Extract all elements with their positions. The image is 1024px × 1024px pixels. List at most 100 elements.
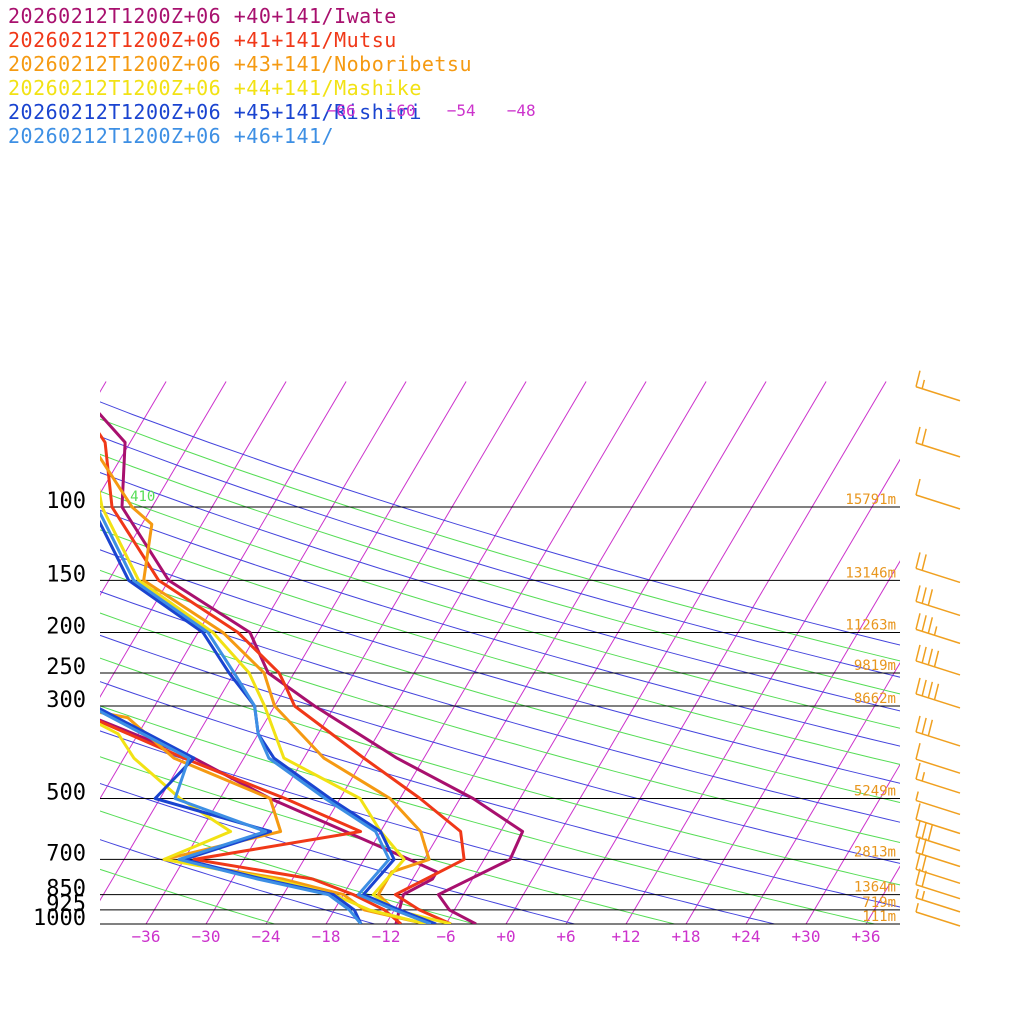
- wind-barb: [915, 791, 961, 816]
- temperature-line: [100, 487, 452, 924]
- isotherm-line: [505, 381, 827, 924]
- legend: 20260212T1200Z+06 +40+141/Iwate 20260212T…: [8, 4, 472, 148]
- temperature-line: [100, 432, 466, 924]
- legend-entry: 20260212T1200Z+06 +40+141/Iwate: [8, 4, 397, 28]
- isotherm-label: −54: [447, 101, 476, 120]
- legend-entry: 20260212T1200Z+06 +41+141/Mutsu: [8, 28, 397, 52]
- dry-adiabat-line: [100, 756, 677, 924]
- isotherm-line: [745, 661, 900, 924]
- dry-adiabat-line: [100, 839, 377, 924]
- isotherm-line: [205, 381, 527, 924]
- temperature-tick-label: +18: [672, 927, 701, 946]
- wind-barb: [915, 903, 961, 927]
- wind-barb: [915, 585, 961, 617]
- height-label: 8662m: [854, 691, 896, 707]
- pressure-label: 200: [46, 615, 86, 640]
- pressure-label: 250: [46, 655, 86, 680]
- temperature-line: [100, 509, 432, 924]
- pressure-label: 100: [46, 489, 86, 514]
- height-label: 1364m: [854, 880, 896, 896]
- isotherm-line: [100, 381, 167, 495]
- isotherm-line: [0, 381, 46, 924]
- wind-barb: [915, 836, 961, 868]
- isotherm-line: [805, 763, 900, 924]
- height-label: 111m: [862, 909, 896, 925]
- wind-barb: [915, 803, 961, 835]
- isotherm-label: −66: [327, 101, 356, 120]
- dry-adiabat-line: [100, 529, 900, 765]
- temperature-tick-label: +30: [792, 927, 821, 946]
- wind-barb: [915, 370, 961, 402]
- dry-adiabat-line: [100, 634, 900, 864]
- dry-adiabat-line: [100, 681, 900, 908]
- dry-adiabat-line: [100, 509, 900, 747]
- isotherm-line: [565, 381, 887, 924]
- grid: [0, 381, 900, 924]
- dewpoint-line: [100, 722, 427, 924]
- dry-adiabat-line: [100, 453, 900, 695]
- dry-adiabat-line: [100, 868, 277, 924]
- dry-adiabat-line: [100, 490, 900, 729]
- height-label: 9819m: [854, 658, 896, 674]
- temperature-tick-label: −12: [372, 927, 401, 946]
- wind-barb: [915, 677, 961, 709]
- wind-barb: [915, 426, 961, 458]
- dry-adiabat-line: [100, 435, 900, 678]
- wind-barb: [915, 613, 961, 645]
- dry-adiabat-line: [100, 810, 477, 924]
- wind-barbs: [915, 370, 961, 927]
- pressure-label: 500: [46, 780, 86, 805]
- wind-barb: [915, 742, 961, 774]
- isotherm-line: [100, 381, 227, 597]
- legend-entry: 20260212T1200Z+06 +44+141/Mashike: [8, 76, 422, 100]
- temperature-tick-label: +12: [612, 927, 641, 946]
- dry-adiabat-line: [100, 590, 900, 823]
- dewpoint-line: [100, 719, 402, 924]
- isotherm-label: −60: [387, 101, 416, 120]
- legend-entry: 20260212T1200Z+06 +43+141/Noboribetsu: [8, 52, 473, 76]
- wind-barb: [915, 478, 961, 510]
- isotherm-label: −48: [507, 101, 536, 120]
- isotherm-line: [625, 458, 900, 924]
- temperature-tick-label: +0: [496, 927, 515, 946]
- pressure-label: 150: [46, 562, 86, 587]
- isotherm-line: [100, 381, 407, 902]
- dry-adiabat-line: [100, 730, 777, 924]
- wind-barb: [915, 644, 961, 676]
- isotherm-line: [100, 381, 287, 698]
- height-label: 719m: [862, 895, 896, 911]
- isotherm-line: [685, 560, 900, 924]
- temperature-tick-label: −6: [436, 927, 455, 946]
- pressure-label: 925: [46, 892, 86, 917]
- axis-labels: 100 15791m 150 13146m 200 11263m 250 9819m 300 86…: [33, 101, 896, 946]
- temperature-tick-label: +24: [732, 927, 761, 946]
- temperature-tick-label: +36: [852, 927, 881, 946]
- height-label: 5249m: [854, 783, 896, 799]
- wind-barb: [915, 868, 961, 900]
- isotherm-line: [265, 381, 587, 924]
- legend-entry: 20260212T1200Z+06 +45+141/Rishiri: [8, 100, 422, 124]
- dry-adiabat-line: [100, 569, 900, 804]
- wind-barb: [915, 820, 961, 852]
- dry-adiabat-line: [100, 418, 900, 662]
- temperature-tick-label: −24: [252, 927, 281, 946]
- temperature-tick-label: −30: [192, 927, 221, 946]
- dry-adiabat-line: [100, 782, 577, 924]
- temperature-tick-label: −18: [312, 927, 341, 946]
- temperature-tick-label: +6: [556, 927, 575, 946]
- isotherm-line: [145, 381, 467, 924]
- height-label: 11263m: [845, 618, 896, 634]
- dry-adiabat-line: [100, 549, 900, 784]
- legend-entry: 20260212T1200Z+06 +46+141/: [8, 124, 335, 148]
- wind-barb: [915, 715, 961, 747]
- pressure-label: 300: [46, 688, 86, 713]
- wind-barb: [915, 552, 961, 584]
- pressure-label: 1000: [33, 906, 86, 931]
- dewpoint-line: [100, 709, 363, 924]
- series: [100, 412, 525, 924]
- pressure-label: 700: [46, 841, 86, 866]
- isotherm-line: [325, 381, 647, 924]
- isotherm-line: [385, 381, 707, 924]
- isotherm-line: [865, 865, 900, 924]
